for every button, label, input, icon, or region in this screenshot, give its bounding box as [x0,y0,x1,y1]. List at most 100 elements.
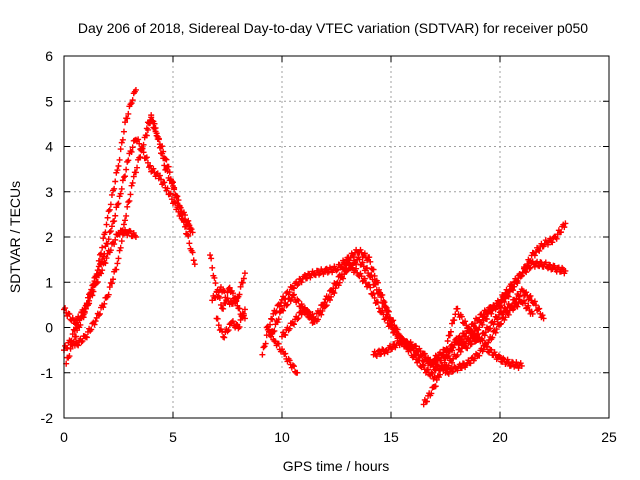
data-point [525,302,532,309]
data-point [166,177,173,184]
data-point [96,310,103,317]
data-point [462,333,469,340]
data-point [115,255,122,262]
data-point [501,316,508,323]
data-point [433,355,440,362]
data-point [434,355,441,362]
data-point [329,289,336,296]
y-tick-label: -2 [41,410,54,426]
data-point [536,247,543,254]
data-point [301,304,308,311]
data-point [108,191,115,198]
data-point [338,271,345,278]
data-point [261,343,268,350]
data-point [111,241,118,248]
y-tick-label: 0 [45,320,53,336]
data-points [61,86,569,408]
data-point [275,316,282,323]
data-point [279,306,285,313]
data-point [380,311,387,318]
data-point [425,366,432,373]
data-point [221,288,228,295]
data-point [449,347,456,354]
data-point [287,298,294,305]
data-point [290,285,297,292]
data-point [128,148,135,155]
data-point [438,352,445,359]
data-point [466,337,473,344]
data-point [294,316,301,323]
data-point [217,301,224,308]
data-point [450,344,457,351]
data-point [371,272,378,279]
data-point [167,176,174,183]
data-point [357,246,364,253]
data-point [445,370,452,377]
data-point [140,141,147,148]
data-point [132,86,139,93]
data-point [120,174,127,181]
data-point [544,265,551,272]
data-point [175,197,182,204]
data-point [143,125,150,132]
data-point [143,132,150,139]
data-point [388,322,394,329]
data-point [454,351,461,358]
data-point [454,305,461,312]
data-point [432,383,439,390]
data-point [529,310,536,317]
data-point [129,97,136,104]
data-point [527,258,534,265]
data-point [161,179,168,186]
data-point [90,288,97,295]
data-point [102,260,109,267]
data-point [551,263,558,269]
data-point [444,338,451,345]
data-point [80,314,87,321]
data-point [155,136,162,143]
data-point [379,346,386,353]
data-point [66,311,73,318]
data-point [477,337,484,344]
data-point [334,266,341,273]
data-point [185,217,192,224]
data-point [112,236,119,243]
data-point [384,349,391,356]
data-point [106,284,113,291]
data-point [114,167,121,174]
data-point [467,360,474,367]
data-point [498,320,505,327]
data-point [428,390,435,397]
data-point [330,285,337,292]
data-point [129,144,136,151]
data-point [504,356,511,363]
data-point [153,132,160,139]
data-point [511,305,518,312]
data-point [532,302,539,309]
data-point [108,280,115,287]
data-point [132,234,139,240]
data-point [139,145,146,152]
data-point [101,300,108,307]
data-point [102,229,109,236]
data-point [358,273,365,280]
data-point [481,332,488,339]
data-point [111,218,118,225]
series-arc1 [61,136,196,354]
data-point [128,100,135,107]
data-point [225,285,232,292]
data-point [468,340,475,347]
data-point [123,212,130,219]
data-point [447,328,454,335]
data-point [476,316,483,323]
x-tick-label: 0 [60,429,68,445]
data-point [274,319,281,326]
data-point [518,272,525,279]
data-point [480,346,487,353]
data-point [92,318,99,325]
data-point [129,179,136,186]
data-point [483,316,490,323]
data-point [116,156,123,163]
data-point [188,226,195,233]
y-axis-label: SDTVAR / TECUs [7,181,23,293]
